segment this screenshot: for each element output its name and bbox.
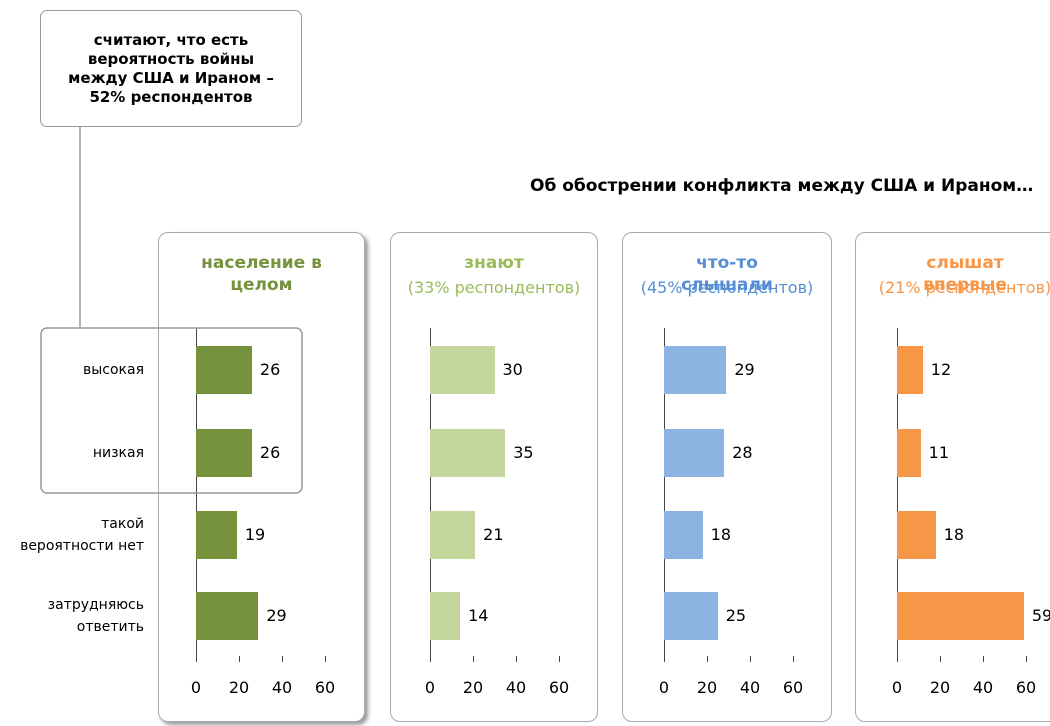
category-label: затрудняюсь ответить — [47, 597, 144, 635]
x-tick-label: 60 — [782, 678, 804, 697]
value-label: 30 — [502, 360, 523, 379]
panel — [390, 232, 598, 722]
axis-line — [664, 328, 665, 662]
value-label: 18 — [710, 525, 732, 544]
tick-mark — [282, 656, 283, 662]
tick-mark — [707, 656, 708, 662]
axis-line — [196, 328, 197, 662]
tick-mark — [473, 656, 474, 662]
x-tick-label: 40 — [739, 678, 761, 697]
tick-mark — [325, 656, 326, 662]
callout-box: считают, что есть вероятность войны межд… — [40, 10, 302, 127]
x-tick-label: 0 — [658, 678, 670, 697]
tick-mark — [559, 656, 560, 662]
x-tick-label: 0 — [190, 678, 202, 697]
tick-mark — [239, 656, 240, 662]
panel-title: население в целом — [201, 253, 322, 295]
panel-title: знают — [464, 253, 524, 273]
x-tick-label: 20 — [929, 678, 951, 697]
panel-subtitle: (45% респондентов) — [640, 278, 814, 297]
tick-mark — [897, 656, 898, 662]
bar — [897, 429, 921, 477]
panel — [622, 232, 832, 722]
bar — [430, 592, 461, 640]
value-label: 12 — [930, 360, 952, 379]
x-tick-label: 60 — [314, 678, 336, 697]
value-label: 14 — [468, 606, 489, 625]
bar — [196, 429, 252, 477]
panel — [158, 232, 365, 722]
value-label: 18 — [943, 525, 965, 544]
category-label: высокая — [82, 362, 144, 378]
category-label: такой вероятности нет — [20, 516, 144, 554]
tick-mark — [983, 656, 984, 662]
tick-mark — [430, 656, 431, 662]
tick-mark — [664, 656, 665, 662]
x-tick-label: 60 — [548, 678, 570, 697]
x-tick-label: 0 — [891, 678, 903, 697]
bar — [430, 346, 495, 394]
x-tick-label: 40 — [271, 678, 293, 697]
value-label: 21 — [483, 525, 504, 544]
panel-subtitle: (33% респондентов) — [407, 278, 581, 297]
value-label: 29 — [266, 606, 287, 625]
bar — [664, 429, 725, 477]
bar — [196, 592, 259, 640]
tick-mark — [1026, 656, 1027, 662]
x-tick-label: 60 — [1015, 678, 1037, 697]
x-tick-label: 40 — [972, 678, 994, 697]
bar — [664, 592, 718, 640]
bar — [196, 346, 252, 394]
x-tick-label: 40 — [505, 678, 527, 697]
tick-mark — [940, 656, 941, 662]
panel-subtitle: (21% респондентов) — [878, 278, 1050, 297]
panel — [855, 232, 1050, 722]
value-label: 25 — [725, 606, 747, 625]
x-tick-label: 20 — [228, 678, 250, 697]
tick-mark — [196, 656, 197, 662]
tick-mark — [750, 656, 751, 662]
axis-line — [430, 328, 431, 662]
x-tick-label: 20 — [696, 678, 718, 697]
value-label: 28 — [732, 443, 753, 462]
x-tick-label: 0 — [424, 678, 436, 697]
bar — [897, 592, 1024, 640]
main-title: Об обострении конфликта между США и Иран… — [530, 176, 1034, 196]
bar — [664, 511, 703, 559]
value-label: 26 — [259, 443, 281, 462]
tick-mark — [793, 656, 794, 662]
bar — [897, 346, 923, 394]
value-label: 59 — [1031, 606, 1050, 625]
bar — [897, 511, 936, 559]
bar — [430, 429, 506, 477]
value-label: 11 — [928, 443, 949, 462]
value-label: 26 — [259, 360, 281, 379]
axis-line — [897, 328, 898, 662]
value-label: 29 — [734, 360, 755, 379]
tick-mark — [516, 656, 517, 662]
panel-title: слышат впервые — [923, 253, 1007, 295]
panel-title: что-то слышали — [681, 253, 773, 295]
value-label: 35 — [513, 443, 534, 462]
bar — [430, 511, 476, 559]
bar — [196, 511, 237, 559]
category-label: низкая — [92, 445, 144, 461]
value-label: 19 — [244, 525, 266, 544]
bar — [664, 346, 727, 394]
x-tick-label: 20 — [462, 678, 484, 697]
